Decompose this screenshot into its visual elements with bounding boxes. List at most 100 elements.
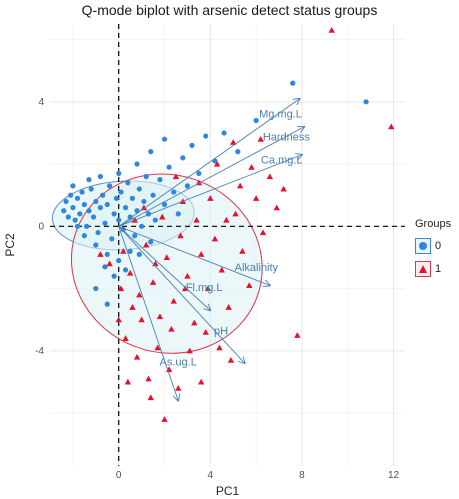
data-point-group-0 bbox=[95, 229, 101, 236]
data-point-group-1 bbox=[257, 135, 264, 142]
data-point-group-1 bbox=[218, 266, 225, 273]
x-tick-label: 12 bbox=[388, 470, 400, 481]
data-point-group-0 bbox=[122, 205, 129, 211]
data-point-group-0 bbox=[102, 264, 108, 270]
x-axis-title: PC1 bbox=[216, 484, 240, 498]
data-point-group-0 bbox=[253, 117, 259, 124]
legend: Groups 0 1 bbox=[415, 218, 459, 282]
legend-key-triangle-icon bbox=[415, 261, 431, 277]
loading-arrow bbox=[118, 155, 302, 227]
data-point-group-0 bbox=[122, 267, 129, 273]
data-point-group-0 bbox=[93, 242, 99, 248]
data-point-group-0 bbox=[97, 205, 103, 211]
data-point-group-0 bbox=[88, 186, 94, 192]
data-point-group-0 bbox=[161, 201, 168, 208]
data-point-group-1 bbox=[170, 297, 177, 304]
data-point-group-0 bbox=[70, 205, 76, 211]
data-point-group-0 bbox=[196, 170, 202, 177]
data-point-group-0 bbox=[132, 233, 138, 239]
data-point-group-0 bbox=[113, 195, 120, 201]
data-point-group-1 bbox=[213, 160, 221, 167]
data-point-group-1 bbox=[225, 304, 232, 310]
data-point-group-1 bbox=[388, 123, 395, 130]
data-point-group-1 bbox=[168, 325, 175, 332]
legend-label: 1 bbox=[435, 263, 442, 275]
data-point-group-1 bbox=[154, 344, 161, 351]
y-tick-label: 4 bbox=[38, 97, 44, 108]
loading-arrow bbox=[118, 226, 245, 363]
data-point-group-1 bbox=[197, 251, 205, 257]
data-point-group-1 bbox=[138, 316, 145, 323]
data-point-group-1 bbox=[204, 285, 212, 292]
data-point-group-0 bbox=[68, 192, 74, 198]
data-point-group-0 bbox=[104, 201, 110, 208]
data-point-group-0 bbox=[290, 80, 296, 86]
loading-label: Ca.mg.L bbox=[261, 155, 303, 167]
data-point-group-1 bbox=[122, 335, 129, 341]
loading-label: As.ug.L bbox=[160, 356, 197, 368]
data-point-group-0 bbox=[363, 99, 369, 105]
data-point-group-1 bbox=[227, 356, 235, 363]
data-point-group-1 bbox=[159, 213, 166, 220]
data-point-group-1 bbox=[115, 316, 122, 323]
data-point-group-0 bbox=[93, 198, 99, 205]
y-tick-label: -4 bbox=[35, 346, 44, 357]
data-point-group-1 bbox=[197, 378, 205, 385]
data-point-group-0 bbox=[120, 226, 126, 233]
data-point-group-0 bbox=[118, 189, 124, 195]
data-point-group-0 bbox=[81, 233, 87, 239]
data-point-group-1 bbox=[236, 182, 244, 189]
data-point-group-1 bbox=[230, 139, 237, 145]
data-point-group-0 bbox=[63, 198, 69, 205]
data-point-group-0 bbox=[180, 155, 186, 161]
data-point-group-1 bbox=[140, 204, 148, 211]
loading-label: Hardness bbox=[263, 132, 311, 144]
x-tick-label: 0 bbox=[116, 470, 122, 481]
data-point-group-0 bbox=[152, 217, 158, 223]
data-point-group-1 bbox=[126, 269, 134, 276]
data-point-group-0 bbox=[127, 248, 133, 254]
data-point-group-0 bbox=[184, 183, 191, 189]
data-point-group-0 bbox=[65, 214, 71, 220]
loading-arrow bbox=[118, 127, 305, 227]
data-point-group-1 bbox=[184, 272, 191, 279]
data-point-group-0 bbox=[161, 136, 168, 142]
loading-arrow bbox=[118, 225, 211, 310]
data-point-group-1 bbox=[133, 353, 141, 360]
loading-label: Alkalinity bbox=[235, 262, 279, 274]
data-point-group-1 bbox=[191, 319, 198, 326]
data-point-group-1 bbox=[181, 285, 189, 292]
loading-label: Fl.mg.L bbox=[186, 282, 223, 294]
data-point-group-0 bbox=[116, 170, 122, 177]
data-point-group-1 bbox=[216, 344, 223, 351]
data-point-group-0 bbox=[93, 285, 99, 292]
y-tick-label: 0 bbox=[38, 221, 44, 232]
data-point-group-0 bbox=[74, 195, 81, 201]
data-point-group-0 bbox=[104, 301, 110, 307]
data-point-group-1 bbox=[193, 216, 200, 223]
data-point-group-1 bbox=[186, 347, 193, 354]
data-point-group-0 bbox=[86, 208, 92, 214]
loading-arrow bbox=[118, 225, 270, 285]
data-point-group-1 bbox=[124, 378, 132, 385]
data-point-group-0 bbox=[171, 189, 177, 195]
data-point-group-1 bbox=[252, 195, 260, 201]
data-point-group-1 bbox=[294, 332, 301, 338]
loading-label: Mg.mg.L bbox=[259, 109, 302, 121]
data-point-group-0 bbox=[116, 217, 122, 223]
data-point-group-0 bbox=[97, 173, 103, 180]
data-point-group-1 bbox=[175, 384, 182, 391]
data-point-group-0 bbox=[79, 189, 85, 195]
data-point-group-0 bbox=[61, 208, 67, 214]
data-point-group-0 bbox=[81, 201, 87, 208]
data-point-group-0 bbox=[72, 217, 78, 223]
data-point-group-0 bbox=[111, 273, 117, 279]
data-point-group-0 bbox=[221, 130, 227, 136]
data-point-group-0 bbox=[203, 133, 209, 139]
x-tick-label: 8 bbox=[299, 470, 305, 481]
data-point-group-1 bbox=[202, 328, 209, 335]
data-point-group-0 bbox=[175, 211, 181, 217]
data-point-group-1 bbox=[232, 210, 239, 217]
